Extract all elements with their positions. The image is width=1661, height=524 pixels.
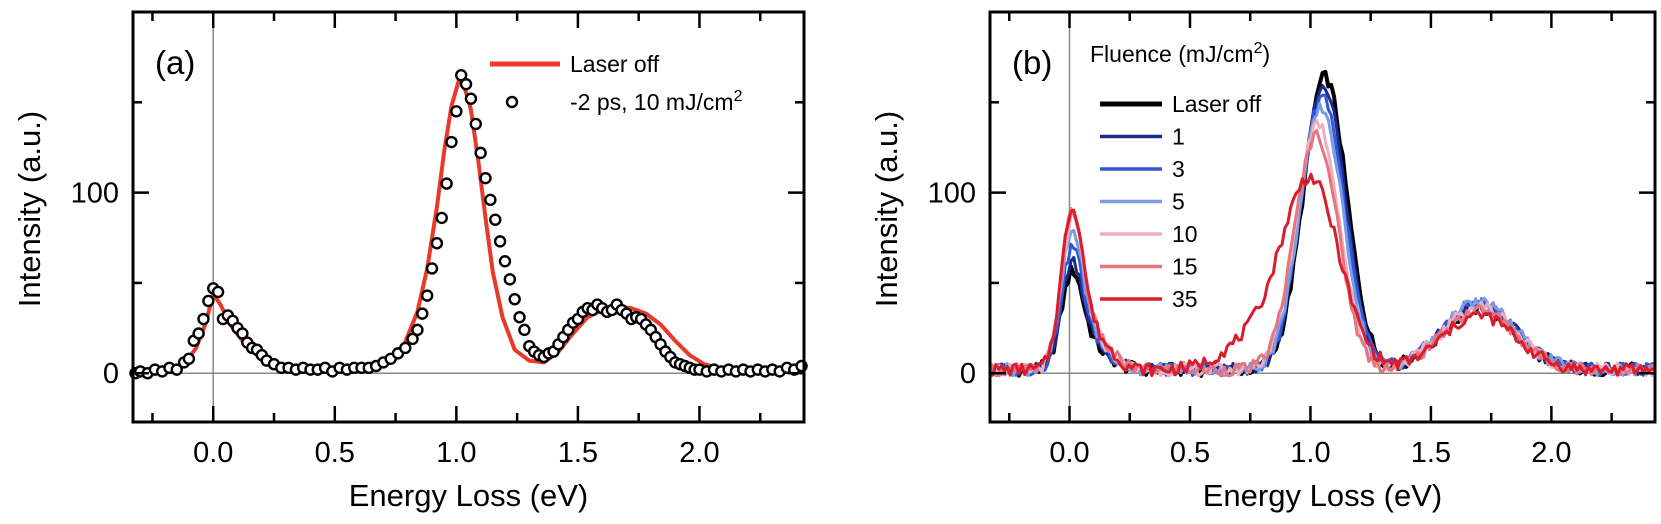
data-point <box>236 327 249 340</box>
panel-label: (b) <box>1012 44 1052 81</box>
legend: Laser off -2 ps, 10 mJ/cm2 <box>490 51 743 115</box>
series-line-15 <box>989 129 1656 378</box>
legend-label: Laser off <box>570 51 660 77</box>
data-point <box>411 323 424 337</box>
legend-label: 10 <box>1172 221 1198 247</box>
series-line-10 <box>989 119 1657 378</box>
data-point <box>459 78 473 91</box>
plot-frame <box>131 10 806 424</box>
panel-label: (a) <box>155 44 195 81</box>
data-point <box>197 312 210 326</box>
data-point <box>440 177 453 190</box>
x-tick-label: 0.5 <box>315 437 355 469</box>
data-point <box>182 352 196 365</box>
x-tick-label: 0.0 <box>1049 437 1089 469</box>
y-tick-label: 100 <box>928 178 976 210</box>
data-point <box>192 327 205 340</box>
data-point <box>484 193 497 207</box>
legend-label: 5 <box>1172 189 1185 215</box>
x-axis-title: Energy Loss (eV) <box>1203 478 1443 513</box>
series-line-laser-off <box>988 69 1657 378</box>
x-tick-label: 1.0 <box>1290 437 1330 469</box>
data-point <box>455 69 468 82</box>
data-point <box>420 289 434 302</box>
data-point <box>430 236 444 250</box>
x-tick-label: 1.5 <box>1411 437 1451 469</box>
x-tick-label: 2.0 <box>679 437 719 469</box>
y-tick-label: 100 <box>71 178 119 210</box>
data-point <box>399 341 412 355</box>
x-tick-label: 0.0 <box>193 437 233 469</box>
x-tick-label: 0.5 <box>1170 437 1210 469</box>
legend-label: Laser off <box>1172 91 1262 117</box>
data-point <box>503 273 517 286</box>
y-tick-label: 0 <box>103 358 119 390</box>
data-point <box>445 135 458 149</box>
y-axis-title: Intensity (a.u.) <box>869 111 904 307</box>
series-line-35 <box>989 172 1656 377</box>
data-point <box>489 213 502 226</box>
chart-panel-b: 0.0 0.5 1.0 1.5 2.0 0 100 Energy Loss (eV) Inten… <box>869 10 1657 513</box>
data-point <box>464 92 478 105</box>
x-tick-label: 1.5 <box>558 437 598 469</box>
legend-label: 3 <box>1172 156 1185 182</box>
data-point <box>435 211 448 225</box>
x-tick-label: 1.0 <box>436 437 476 469</box>
data-point <box>513 311 526 324</box>
x-axis-title: Energy Loss (eV) <box>349 478 589 513</box>
data-point <box>474 146 487 160</box>
data-point <box>170 363 183 376</box>
data-point <box>211 285 225 299</box>
data-point <box>518 323 531 337</box>
legend-label: 35 <box>1172 286 1198 312</box>
legend-label: -2 ps, 10 mJ/cm2 <box>570 88 743 115</box>
data-point <box>508 292 521 306</box>
data-point <box>493 235 507 248</box>
data-point <box>406 332 419 346</box>
y-axis-title: Intensity (a.u.) <box>12 111 47 307</box>
data-point <box>469 117 482 131</box>
x-tick-label: 2.0 <box>1531 437 1571 469</box>
legend-title: Fluence (mJ/cm2) <box>1090 40 1270 67</box>
legend-label: 15 <box>1172 254 1198 280</box>
data-point <box>202 294 215 308</box>
data-point <box>425 262 439 275</box>
legend-label: 1 <box>1172 124 1185 150</box>
data-point <box>498 255 512 268</box>
data-point <box>479 171 492 185</box>
data-point <box>450 105 463 118</box>
plot-frame <box>988 10 1657 424</box>
legend-swatch-marker <box>505 95 519 109</box>
y-tick-label: 0 <box>960 358 976 390</box>
chart-panel-a: 0.0 0.5 1.0 1.5 2.0 0 100 Energy Loss (eV) Inten… <box>12 10 808 513</box>
data-point <box>416 307 429 320</box>
